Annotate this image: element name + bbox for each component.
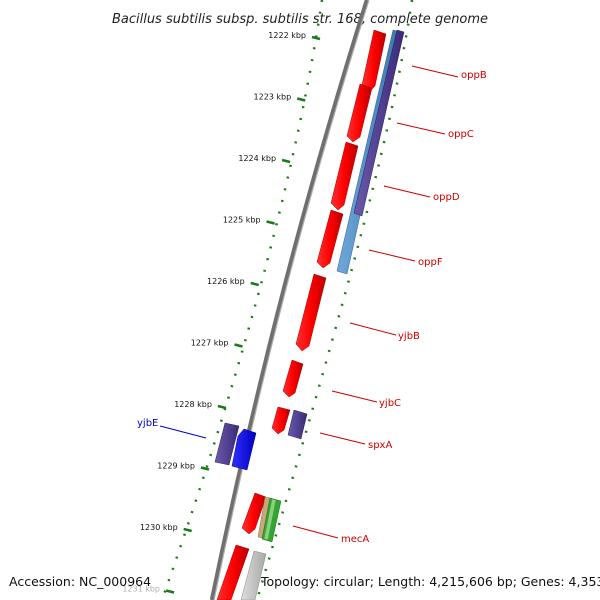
cds-yjbB[interactable] — [295, 273, 327, 352]
label-mecA[interactable]: mecA — [341, 534, 369, 545]
reverse-cds-track — [214, 422, 257, 471]
tick-mark — [266, 220, 275, 225]
label-yjbB[interactable]: yjbB — [398, 331, 420, 342]
map-title: Bacillus subtilis subsp. subtilis str. 1… — [112, 12, 488, 27]
cds-oppC[interactable] — [346, 83, 373, 143]
cds-yjbE[interactable] — [231, 428, 257, 471]
tick-mark — [217, 404, 227, 410]
tick-label: 1223 kbp — [254, 93, 292, 102]
tick-mark — [250, 281, 260, 287]
gene-labels: oppB oppC oppD oppF yjbB yjbC spxA yjbE … — [137, 65, 487, 545]
leader-oppC — [396, 122, 446, 135]
feature-spxA-purple[interactable] — [287, 409, 308, 440]
leader-oppB — [411, 65, 459, 78]
label-yjbE[interactable]: yjbE — [137, 418, 158, 429]
cds-next[interactable] — [216, 544, 250, 600]
tick-group: 1222 kbp 1223 kbp 1224 kbp 1225 kbp 1226 kbp… — [122, 31, 321, 594]
feature-mecA-lightgreen[interactable] — [263, 498, 277, 541]
feature-grey[interactable] — [240, 550, 267, 600]
label-oppC[interactable]: oppC — [448, 129, 474, 140]
cds-yjbC[interactable] — [282, 359, 304, 398]
kbp-dotted-ring — [160, 0, 324, 600]
cds-spxA[interactable] — [271, 406, 291, 435]
tick-label: 1230 kbp — [140, 523, 178, 532]
leader-spxA — [319, 432, 366, 445]
tick-mark — [200, 466, 210, 471]
feature-opp-purple[interactable] — [353, 29, 405, 217]
tick-label: 1222 kbp — [268, 31, 306, 40]
cds-mecA[interactable] — [241, 492, 267, 535]
feature-track — [240, 29, 405, 600]
tick-mark — [311, 35, 321, 41]
leader-mecA — [292, 525, 339, 539]
label-oppB[interactable]: oppB — [461, 70, 487, 81]
tick-label: 1226 kbp — [207, 277, 245, 286]
label-oppF[interactable]: oppF — [418, 257, 443, 268]
forward-cds-track — [216, 29, 387, 600]
genome-backbone — [209, 0, 370, 600]
leader-yjbE — [159, 425, 207, 439]
leader-yjbC — [331, 390, 378, 403]
accession-text: Accession: NC_000964 — [9, 574, 152, 589]
tick-label: 1229 kbp — [157, 462, 195, 471]
label-yjbC[interactable]: yjbC — [379, 398, 401, 409]
label-oppD[interactable]: oppD — [433, 192, 460, 203]
tick-label: 1224 kbp — [238, 154, 276, 163]
genome-backbone-highlight — [213, 0, 370, 600]
leader-oppF — [368, 249, 416, 262]
tick-mark — [296, 97, 306, 102]
tick-mark — [281, 158, 291, 164]
tick-label: 1228 kbp — [174, 400, 212, 409]
tick-mark — [234, 343, 243, 348]
tick-mark — [183, 527, 192, 533]
tick-label: 1225 kbp — [223, 216, 261, 225]
tick-label: 1227 kbp — [191, 339, 229, 348]
tick-ring — [160, 0, 324, 600]
leader-yjbB — [349, 322, 397, 336]
topology-text: Topology: circular; Length: 4,215,606 bp… — [261, 574, 600, 589]
tick-mark — [165, 589, 175, 594]
cds-oppF[interactable] — [316, 209, 344, 269]
tick-label: 1231 kbp — [122, 585, 160, 594]
cds-yjbE-purple[interactable] — [214, 422, 240, 466]
label-spxA[interactable]: spxA — [368, 440, 392, 451]
leader-oppD — [383, 185, 431, 198]
cds-oppD[interactable] — [330, 141, 359, 211]
